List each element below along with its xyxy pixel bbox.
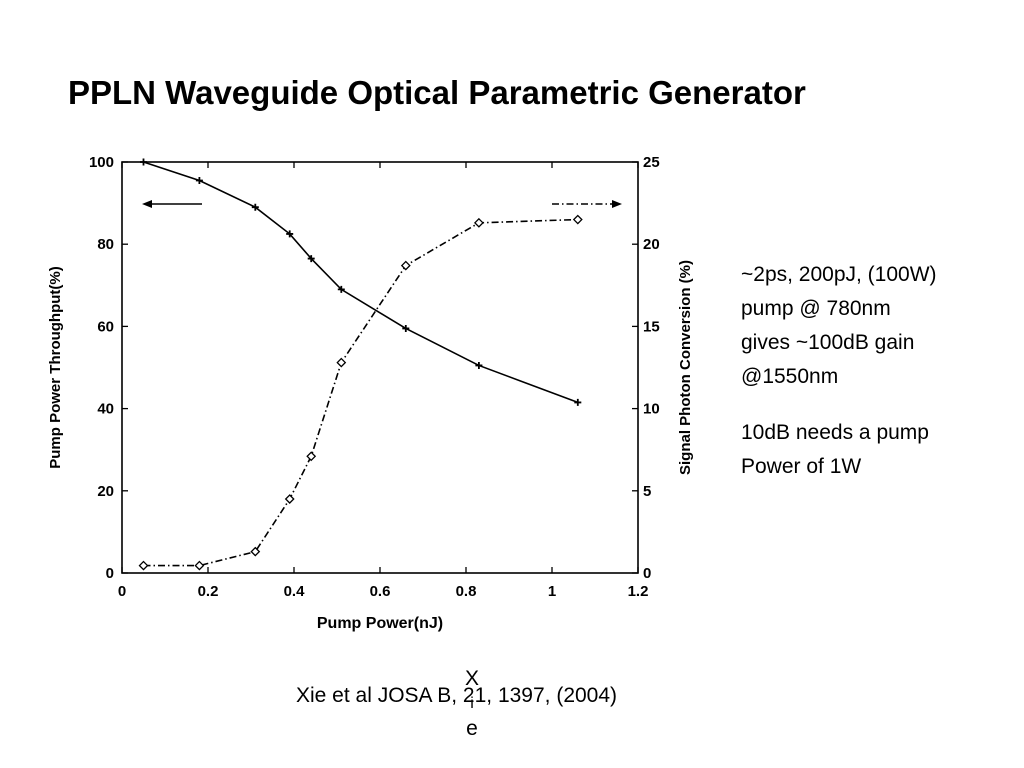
- note-line: Power of 1W: [741, 455, 862, 478]
- note-line: ~2ps, 200pJ, (100W): [741, 263, 937, 286]
- plot-frame: [121, 161, 639, 574]
- y2-tick-label: 15: [643, 318, 660, 335]
- note-line: gives ~100dB gain: [741, 331, 915, 354]
- data-point-diamond: [400, 260, 411, 271]
- y-axis-label: Pump Power Throughput(%): [47, 266, 64, 468]
- x-tick-label: 0.2: [198, 583, 219, 600]
- data-point-plus: [195, 176, 203, 184]
- data-point-diamond: [138, 560, 149, 571]
- data-point-diamond: [473, 217, 484, 228]
- x-tick-label: 0.6: [370, 583, 391, 600]
- citation: Xie et al JOSA B, 21, 1397, (2004): [296, 684, 618, 707]
- data-point-diamond: [336, 357, 347, 368]
- y-tick-label: 40: [97, 401, 114, 418]
- y-tick-label: 80: [97, 236, 114, 253]
- x-axis-label: Pump Power(nJ): [317, 615, 443, 632]
- data-point-plus: [140, 158, 147, 166]
- slide-title: PPLN Waveguide Optical Parametric Genera…: [68, 74, 806, 111]
- chart-markers-group: [138, 158, 583, 571]
- data-point-diamond: [194, 560, 205, 571]
- data-point-plus: [402, 324, 410, 332]
- y-tick-label: 0: [106, 565, 114, 582]
- data-point-plus: [307, 255, 315, 263]
- chart-axes: [121, 161, 639, 574]
- chart-labels-group: 0 0.2 0.4 0.6 0.8 1 1.20204060801000510152025P…: [47, 154, 694, 632]
- x-tick-label: 0.8: [456, 583, 477, 600]
- x-tick-label: 1: [548, 583, 556, 600]
- series-line-signal-conversion: [143, 218, 578, 567]
- y-tick-label: 60: [97, 318, 114, 335]
- data-point-diamond: [250, 546, 261, 557]
- data-point-plus: [475, 361, 483, 369]
- data-point-diamond: [284, 494, 295, 504]
- y2-tick-label: 10: [643, 401, 660, 418]
- stray-letters: X i e: [460, 664, 484, 744]
- y2-axis-label: Signal Photon Conversion (%): [677, 260, 694, 475]
- y2-tick-label: 5: [643, 483, 651, 500]
- chart-series-group: [143, 161, 579, 567]
- data-point-plus: [286, 230, 294, 238]
- x-tick-label: 0.4: [284, 583, 306, 600]
- y-tick-label: 100: [89, 154, 114, 171]
- data-point-plus: [337, 285, 345, 293]
- stray-letter: i: [470, 695, 474, 712]
- chart-svg: 0 0.2 0.4 0.6 0.8 1 1.20204060801000510152025P…: [47, 154, 694, 632]
- right-axis-arrow-head: [612, 200, 622, 208]
- slide-notes: ~2ps, 200pJ, (100W) pump @ 780nm gives ~…: [741, 258, 1021, 484]
- note-gap: [741, 394, 1021, 416]
- data-point-plus: [574, 398, 582, 406]
- data-point-diamond: [306, 451, 317, 462]
- data-point-diamond: [572, 214, 583, 225]
- y-tick-label: 20: [97, 483, 114, 500]
- y2-tick-label: 20: [643, 236, 660, 253]
- y2-tick-label: 25: [643, 154, 660, 171]
- series-line-pump-throughput: [143, 161, 579, 404]
- x-tick-label: 0: [118, 583, 126, 600]
- data-point-plus: [251, 203, 259, 211]
- y2-tick-label: 0: [643, 565, 651, 582]
- left-axis-arrow-head: [142, 200, 152, 208]
- note-line: pump @ 780nm: [741, 297, 891, 320]
- chart: 0 0.2 0.4 0.6 0.8 1 1.2 0 20 40 60 80 100 0 5 10 15 20 25 P…: [30, 140, 720, 640]
- chart-arrows-group: [142, 200, 622, 208]
- stray-letter: X: [464, 667, 479, 690]
- x-tick-label: 1.2: [628, 583, 649, 600]
- note-line: 10dB needs a pump: [741, 421, 929, 444]
- stray-letter: e: [466, 717, 478, 740]
- note-line: @1550nm: [741, 365, 839, 388]
